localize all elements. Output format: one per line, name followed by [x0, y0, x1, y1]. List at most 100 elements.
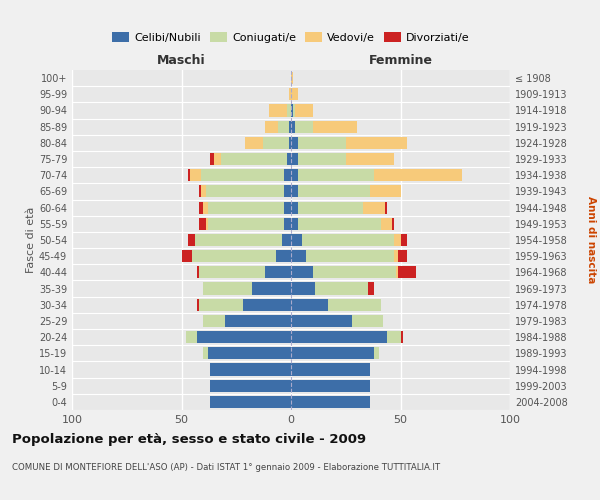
Bar — [208, 348, 291, 360]
Text: Popolazione per età, sesso e stato civile - 2009: Popolazione per età, sesso e stato civil… — [12, 432, 366, 446]
Bar — [282, 234, 291, 246]
Bar — [203, 282, 251, 294]
Bar — [374, 169, 462, 181]
Bar — [346, 137, 407, 149]
Bar — [291, 234, 302, 246]
Bar — [190, 169, 201, 181]
Bar — [291, 186, 298, 198]
Bar — [284, 202, 291, 213]
Bar — [313, 120, 356, 132]
Bar — [269, 104, 287, 117]
Bar — [197, 266, 199, 278]
Bar — [307, 250, 394, 262]
Bar — [291, 250, 307, 262]
Bar — [208, 218, 284, 230]
Bar — [291, 331, 388, 343]
Y-axis label: Fasce di età: Fasce di età — [26, 207, 36, 273]
Bar — [401, 331, 403, 343]
Bar — [363, 202, 385, 213]
Bar — [298, 137, 346, 149]
Bar — [186, 331, 197, 343]
Bar — [284, 169, 291, 181]
Bar — [291, 137, 298, 149]
Bar — [221, 153, 287, 165]
Bar — [245, 137, 263, 149]
Bar — [284, 218, 291, 230]
Bar — [392, 218, 394, 230]
Bar — [352, 315, 383, 327]
Bar — [346, 153, 394, 165]
Bar — [287, 153, 291, 165]
Bar — [263, 137, 289, 149]
Text: Anni di nascita: Anni di nascita — [586, 196, 596, 284]
Bar — [291, 104, 293, 117]
Bar — [188, 169, 190, 181]
Bar — [210, 153, 214, 165]
Bar — [194, 234, 282, 246]
Bar — [313, 266, 396, 278]
Bar — [199, 186, 201, 198]
Bar — [201, 169, 284, 181]
Bar — [315, 282, 368, 294]
Bar — [243, 298, 291, 311]
Bar — [291, 298, 328, 311]
Bar — [291, 120, 295, 132]
Bar — [291, 218, 298, 230]
Bar — [328, 298, 381, 311]
Bar — [226, 315, 291, 327]
Bar — [291, 266, 313, 278]
Bar — [199, 298, 243, 311]
Bar — [291, 202, 298, 213]
Bar — [295, 120, 313, 132]
Bar — [206, 218, 208, 230]
Bar — [291, 282, 315, 294]
Bar — [291, 380, 370, 392]
Bar — [298, 186, 370, 198]
Bar — [182, 250, 193, 262]
Bar — [199, 202, 203, 213]
Bar — [291, 88, 298, 101]
Text: Maschi: Maschi — [157, 54, 206, 67]
Bar — [208, 202, 284, 213]
Bar — [188, 234, 194, 246]
Bar — [265, 120, 278, 132]
Bar — [203, 348, 208, 360]
Bar — [199, 218, 206, 230]
Bar — [291, 72, 293, 84]
Bar — [203, 315, 226, 327]
Bar — [289, 137, 291, 149]
Bar — [291, 364, 370, 376]
Bar — [197, 331, 291, 343]
Bar — [293, 104, 295, 117]
Text: Femmine: Femmine — [368, 54, 433, 67]
Bar — [381, 218, 392, 230]
Bar — [284, 186, 291, 198]
Bar — [298, 218, 381, 230]
Bar — [291, 315, 352, 327]
Bar — [289, 88, 291, 101]
Bar — [291, 396, 370, 408]
Bar — [201, 186, 206, 198]
Bar — [199, 266, 265, 278]
Bar — [291, 348, 374, 360]
Bar — [388, 331, 401, 343]
Bar — [210, 380, 291, 392]
Bar — [298, 169, 374, 181]
Bar — [302, 234, 394, 246]
Bar — [401, 234, 407, 246]
Bar — [214, 153, 221, 165]
Bar — [275, 250, 291, 262]
Bar — [398, 250, 407, 262]
Bar — [278, 120, 289, 132]
Bar — [298, 202, 363, 213]
Bar — [368, 282, 374, 294]
Bar — [394, 250, 398, 262]
Bar — [287, 104, 291, 117]
Bar — [289, 120, 291, 132]
Bar — [193, 250, 275, 262]
Bar — [251, 282, 291, 294]
Text: COMUNE DI MONTEFIORE DELL'ASO (AP) - Dati ISTAT 1° gennaio 2009 - Elaborazione T: COMUNE DI MONTEFIORE DELL'ASO (AP) - Dat… — [12, 462, 440, 471]
Bar — [210, 396, 291, 408]
Bar — [398, 266, 416, 278]
Bar — [374, 348, 379, 360]
